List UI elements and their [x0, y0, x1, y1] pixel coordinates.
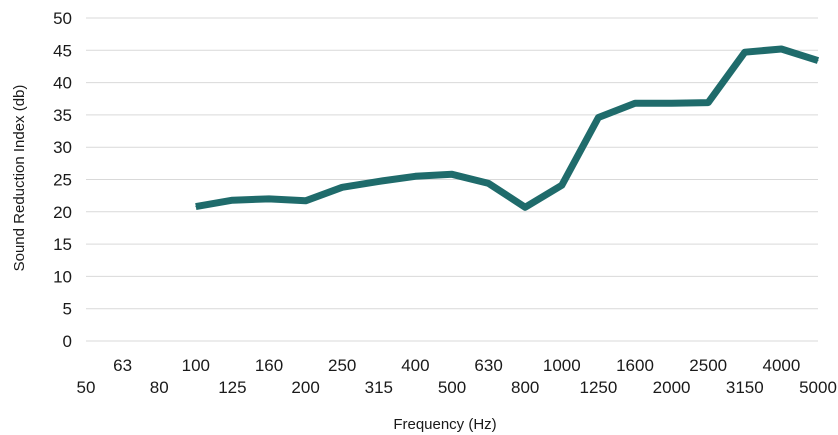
x-tick-label: 1000 [543, 356, 581, 375]
x-tick-label: 80 [150, 378, 169, 397]
data-point-315 [378, 180, 380, 182]
y-tick-label: 40 [53, 74, 72, 93]
data-point-400 [414, 175, 416, 177]
gridlines [86, 17, 818, 342]
data-point-5000 [817, 60, 819, 62]
data-point-125 [231, 199, 233, 201]
data-point-1250 [597, 116, 599, 118]
data-point-250 [341, 186, 343, 188]
y-tick-label: 5 [63, 300, 72, 319]
x-tick-label: 1250 [579, 378, 617, 397]
y-axis-title: Sound Reduction Index (db) [11, 85, 28, 272]
data-point-100 [195, 206, 197, 208]
x-tick-label: 500 [438, 378, 466, 397]
x-tick-label: 160 [255, 356, 283, 375]
x-tick-label: 4000 [762, 356, 800, 375]
x-tick-label: 630 [474, 356, 502, 375]
y-tick-label: 45 [53, 41, 72, 60]
x-tick-label: 1600 [616, 356, 654, 375]
x-tick-labels: 50 63 80 100 125 160 200 250 315 400 500 630 8001000… [77, 356, 837, 397]
y-tick-label: 25 [53, 171, 72, 190]
data-point-1600 [634, 102, 636, 104]
x-tick-label: 800 [511, 378, 539, 397]
y-tick-label: 0 [63, 332, 72, 351]
series-layer [195, 45, 820, 211]
data-point-1000 [561, 184, 563, 186]
data-point-800 [524, 206, 526, 208]
y-tick-label: 50 [53, 9, 72, 28]
data-point-2000 [671, 102, 673, 104]
data-point-4000 [780, 48, 782, 50]
x-tick-label: 200 [291, 378, 319, 397]
x-axis-title: Frequency (Hz) [393, 416, 496, 433]
x-tick-label: 400 [401, 356, 429, 375]
y-tick-label: 35 [53, 106, 72, 125]
x-tick-label: 315 [365, 378, 393, 397]
x-tick-label: 63 [113, 356, 132, 375]
x-tick-label: 3150 [726, 378, 764, 397]
data-point-3150 [744, 51, 746, 53]
y-tick-label: 15 [53, 235, 72, 254]
y-tick-label: 10 [53, 267, 72, 286]
data-point-2500 [707, 102, 709, 104]
series-line [195, 45, 820, 211]
y-tick-label: 30 [53, 138, 72, 157]
y-tick-label: 20 [53, 203, 72, 222]
x-tick-label: 2500 [689, 356, 727, 375]
data-point-160 [268, 198, 270, 200]
x-tick-label: 125 [218, 378, 246, 397]
x-tick-label: 5000 [799, 378, 837, 397]
data-point-500 [451, 173, 453, 175]
data-point-630 [488, 182, 490, 184]
x-tick-label: 250 [328, 356, 356, 375]
data-point-200 [305, 200, 307, 202]
y-tick-labels: 0 5 10 15 20 25 30 35 40 45 50 [53, 9, 72, 351]
x-tick-label: 50 [77, 378, 96, 397]
x-tick-label: 2000 [653, 378, 691, 397]
x-tick-label: 100 [182, 356, 210, 375]
